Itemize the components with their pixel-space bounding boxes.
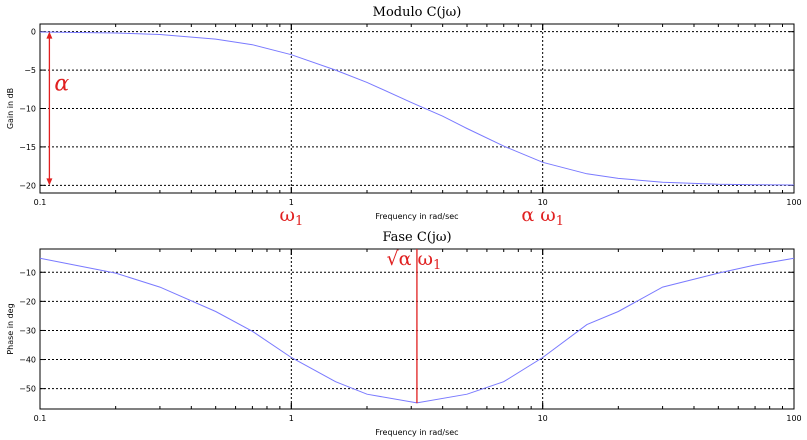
- chart-title: Modulo C(jω): [373, 5, 462, 20]
- alpha-label: α: [54, 72, 69, 97]
- annotation-subscript: 1: [433, 258, 441, 273]
- x-tick-label: 100: [786, 414, 801, 423]
- y-tick-label: −50: [19, 385, 36, 394]
- y-tick-label: −20: [19, 181, 36, 190]
- y-axis-label: Gain in dB: [6, 88, 15, 129]
- frequency-annotation: α ω1: [521, 204, 564, 229]
- annotation-main: √α ω: [387, 248, 433, 270]
- x-tick-label: 1: [289, 414, 294, 423]
- y-tick-label: −20: [19, 297, 36, 306]
- x-tick-label: 100: [786, 198, 801, 207]
- y-axis-label: Phase in deg: [6, 303, 15, 354]
- y-tick-label: −30: [19, 326, 36, 335]
- sqrt-alpha-omega-label: √α ω1: [387, 248, 442, 273]
- annotation-main: ω: [279, 204, 295, 226]
- annotation-subscript: 1: [295, 214, 303, 229]
- series-line: [39, 257, 795, 404]
- y-tick-label: −40: [19, 356, 36, 365]
- y-tick-label: −10: [19, 105, 36, 114]
- y-tick-label: −10: [19, 268, 36, 277]
- y-tick-label: −5: [24, 66, 36, 75]
- x-tick-label: 10: [538, 414, 548, 423]
- y-tick-label: 0: [31, 28, 36, 37]
- chart-title: Fase C(jω): [382, 230, 451, 245]
- x-axis-label: Frequency in rad/sec: [375, 212, 458, 221]
- x-tick-label: 0.1: [34, 414, 47, 423]
- plot-frame: [39, 23, 795, 194]
- frequency-annotation: ω1: [279, 204, 303, 229]
- arrow-head-top: [46, 31, 53, 39]
- x-axis-label: Frequency in rad/sec: [375, 428, 458, 437]
- annotation-subscript: 1: [556, 214, 564, 229]
- y-tick-label: −15: [19, 143, 36, 152]
- arrow-head-bottom: [46, 178, 53, 186]
- x-tick-label: 0.1: [34, 198, 47, 207]
- series-line: [39, 31, 795, 186]
- annotation-main: α ω: [521, 204, 555, 226]
- x-tick-label: 10: [538, 198, 548, 207]
- x-tick-label: 1: [289, 198, 294, 207]
